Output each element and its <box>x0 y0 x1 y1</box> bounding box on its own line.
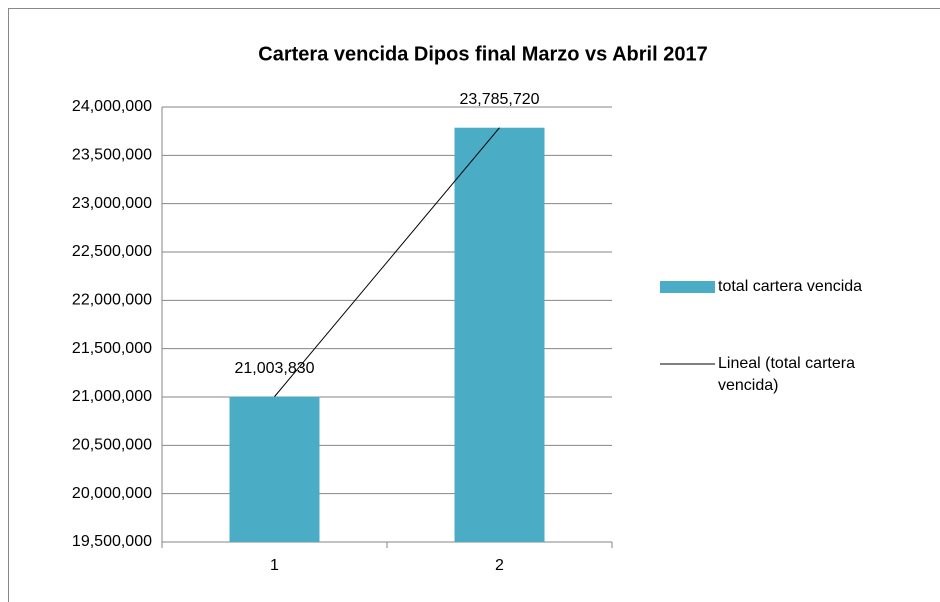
y-tick-label: 21,000,000 <box>72 388 152 405</box>
y-tick-label: 23,500,000 <box>72 147 152 164</box>
chart-title: Cartera vencida Dipos final Marzo vs Abr… <box>258 43 707 65</box>
legend-swatch <box>660 281 715 293</box>
y-tick-label: 23,000,000 <box>72 195 152 212</box>
y-tick-label: 20,000,000 <box>72 485 152 502</box>
x-tick-label: 2 <box>495 557 504 574</box>
y-tick-label: 22,500,000 <box>72 243 152 260</box>
data-label: 23,785,720 <box>459 91 539 108</box>
y-tick-label: 21,500,000 <box>72 340 152 357</box>
y-tick-label: 19,500,000 <box>72 533 152 550</box>
y-tick-label: 24,000,000 <box>72 98 152 115</box>
legend-label: total cartera vencida <box>718 278 863 295</box>
trendline <box>274 127 500 397</box>
y-tick-label: 22,000,000 <box>72 292 152 309</box>
x-tick-label: 1 <box>270 557 279 574</box>
bar <box>229 396 320 542</box>
legend-label: Lineal (total cartera vencida) <box>718 355 855 394</box>
bar <box>454 127 545 542</box>
y-tick-label: 20,500,000 <box>72 437 152 454</box>
